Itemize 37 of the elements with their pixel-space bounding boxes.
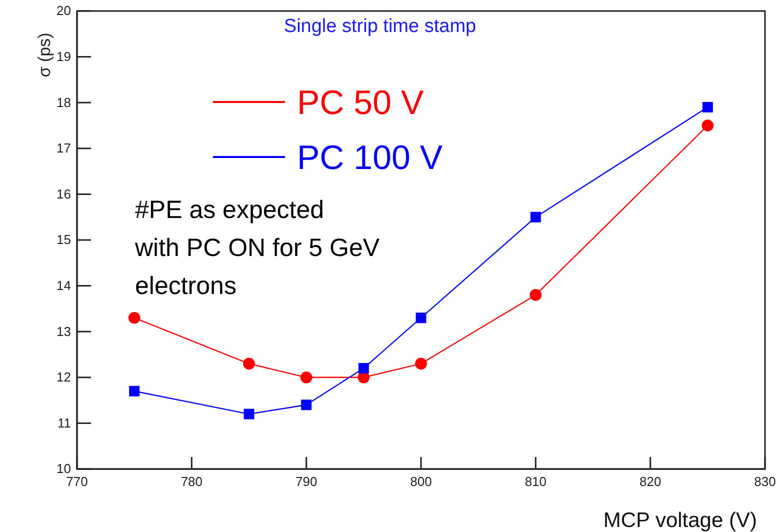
point <box>301 400 312 410</box>
y-tick-label: 17 <box>56 140 71 156</box>
x-tick-label: 770 <box>66 474 88 490</box>
point <box>128 312 140 324</box>
y-tick-label: 18 <box>56 94 71 110</box>
y-axis-title: σ (ps) <box>35 32 54 78</box>
x-tick-label: 780 <box>180 474 203 490</box>
point <box>530 289 542 301</box>
point <box>416 312 426 324</box>
y-tick-label: 15 <box>56 232 71 248</box>
point <box>415 358 427 370</box>
y-tick-label: 19 <box>56 48 71 64</box>
x-tick-label: 820 <box>639 474 662 490</box>
y-tick-label: 11 <box>58 415 71 430</box>
point <box>300 371 312 384</box>
y-tick-label: 14 <box>56 278 71 293</box>
x-tick-label: 800 <box>410 474 432 490</box>
x-tick-label: 830 <box>754 474 776 490</box>
legend-label: PC 50 V <box>297 84 424 122</box>
y-tick-label: 16 <box>56 186 71 202</box>
point <box>358 362 369 374</box>
legend-label: PC 100 V <box>297 139 443 177</box>
y-tick-label: 10 <box>56 461 71 476</box>
x-tick-label: 790 <box>295 474 318 490</box>
y-tick-label: 13 <box>56 324 71 339</box>
point <box>243 358 255 370</box>
point <box>702 102 713 112</box>
x-axis-title: MCP voltage (V) <box>603 509 757 532</box>
y-tick-label: 20 <box>56 3 71 18</box>
chart-title: Single strip time stamp <box>284 16 476 37</box>
point <box>702 120 714 132</box>
point <box>129 386 140 396</box>
point <box>244 408 254 420</box>
annotation: #PE as expected with PC ON for 5 GeV electrons <box>134 196 380 300</box>
x-tick-label: 810 <box>524 474 547 490</box>
point <box>530 212 541 222</box>
y-tick-label: 12 <box>56 370 71 385</box>
